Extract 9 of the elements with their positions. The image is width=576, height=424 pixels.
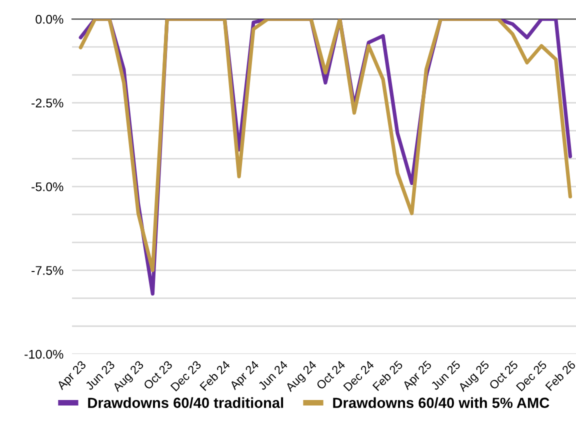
x-tick-label: Feb 25 — [372, 360, 404, 392]
legend-label: Drawdowns 60/40 with 5% AMC — [333, 397, 550, 408]
y-tick-label: -7.5% — [32, 266, 64, 275]
y-tick-label: -10.0% — [24, 350, 64, 359]
x-tick-label: Jun 23 — [84, 360, 116, 391]
legend-label: Drawdowns 60/40 traditional — [88, 397, 284, 408]
y-tick-label: 0.0% — [36, 14, 64, 24]
y-tick-label: -2.5% — [32, 98, 64, 108]
y-tick-label: -5.0% — [32, 182, 64, 192]
